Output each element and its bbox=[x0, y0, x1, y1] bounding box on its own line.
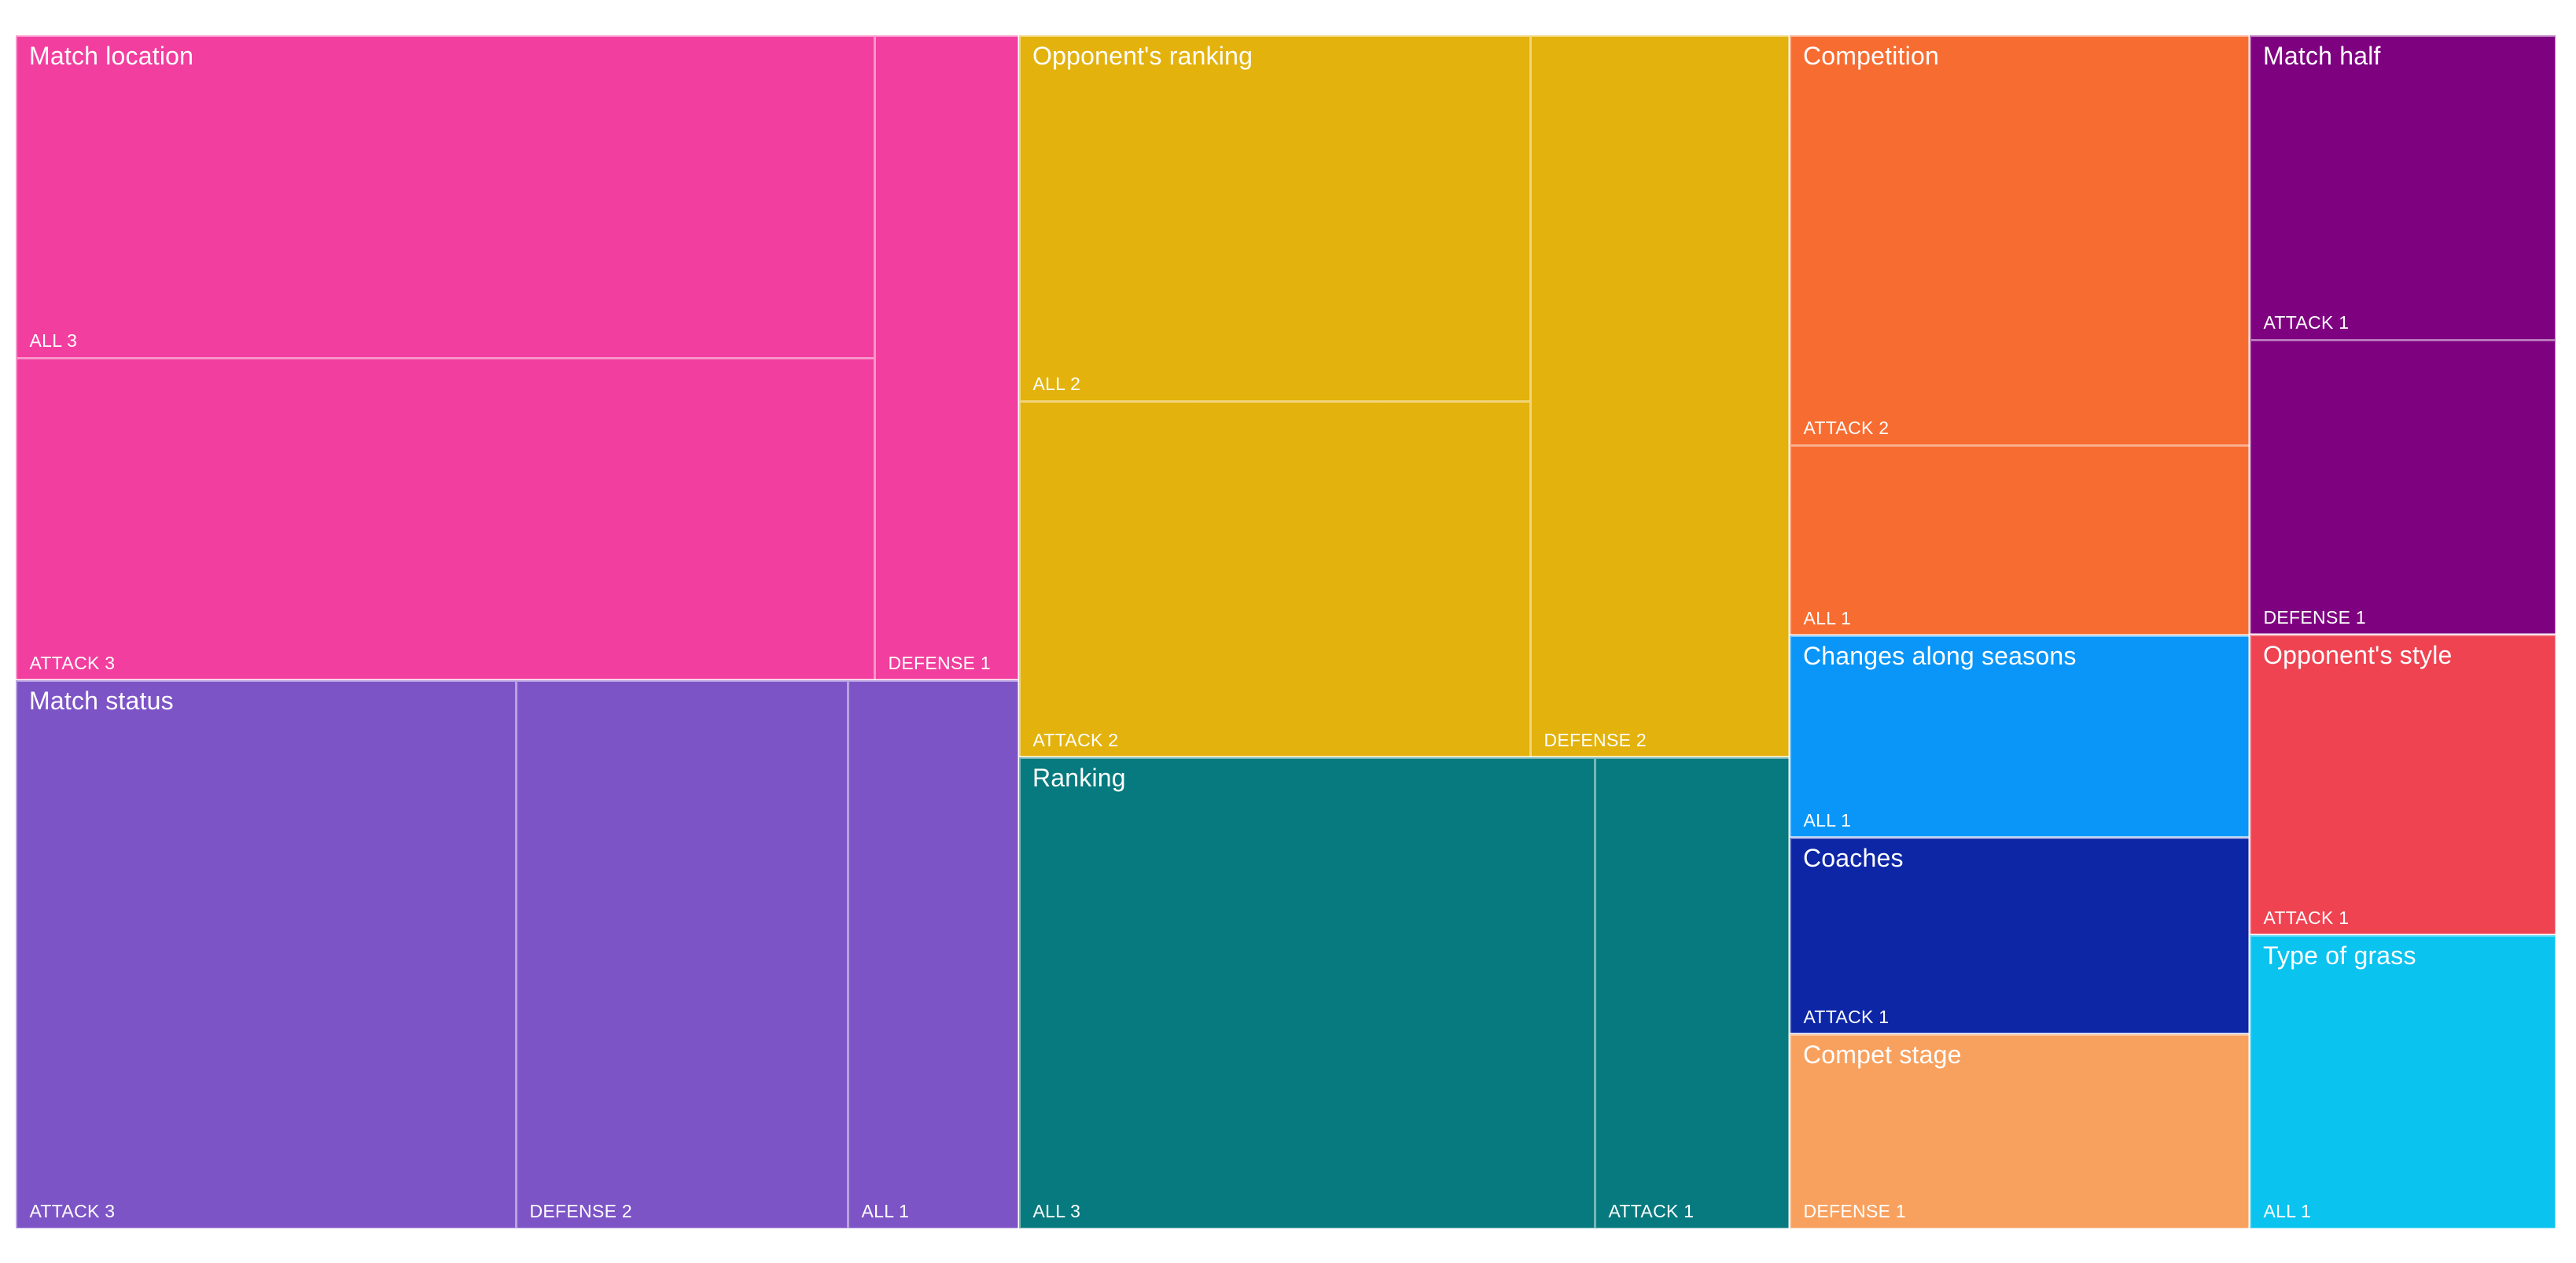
cell-label: ATTACK 1 bbox=[2263, 907, 2350, 928]
treemap-cell-match-location-all-3[interactable]: ALL 3 bbox=[17, 36, 874, 357]
treemap-cell-ranking-all-3[interactable]: ALL 3 bbox=[1020, 758, 1594, 1228]
cell-label: DEFENSE 1 bbox=[1803, 1200, 1907, 1221]
treemap-group-opponent-s-style[interactable]: ATTACK 1 Opponent's style bbox=[2250, 635, 2556, 935]
cell-label: ATTACK 1 bbox=[1608, 1200, 1695, 1221]
treemap-cell-match-location-attack-3[interactable]: ATTACK 3 bbox=[17, 359, 874, 679]
treemap-cell-match-status-attack-3[interactable]: ATTACK 3 bbox=[17, 681, 515, 1228]
treemap-cell-type-of-grass-all-1[interactable]: ALL 1 bbox=[2250, 936, 2555, 1228]
treemap-group-ranking[interactable]: ALL 3 ATTACK 1 Ranking bbox=[1019, 757, 1790, 1228]
treemap-cell-ranking-attack-1[interactable]: ATTACK 1 bbox=[1595, 758, 1789, 1228]
treemap-cell-opponent-s-ranking-defense-2[interactable]: DEFENSE 2 bbox=[1531, 36, 1789, 757]
treemap-cell-match-half-defense-1[interactable]: DEFENSE 1 bbox=[2250, 341, 2555, 634]
cell-label: ALL 2 bbox=[1032, 373, 1081, 394]
cell-label: ALL 3 bbox=[1032, 1200, 1081, 1221]
treemap-group-compet-stage[interactable]: DEFENSE 1 Compet stage bbox=[1790, 1034, 2250, 1228]
treemap-cell-match-status-defense-2[interactable]: DEFENSE 2 bbox=[517, 681, 847, 1228]
cell-label: ATTACK 1 bbox=[2263, 311, 2350, 333]
treemap-cell-match-status-all-1[interactable]: ALL 1 bbox=[848, 681, 1018, 1228]
treemap-group-changes-along-seasons[interactable]: ALL 1 Changes along seasons bbox=[1790, 635, 2250, 838]
cell-label: ATTACK 2 bbox=[1803, 417, 1890, 438]
cell-label: ALL 1 bbox=[2263, 1200, 2312, 1221]
treemap-group-competition[interactable]: ATTACK 2 ALL 1 Competition bbox=[1790, 35, 2250, 635]
treemap-group-type-of-grass[interactable]: ALL 1 Type of grass bbox=[2250, 935, 2556, 1228]
cell-label: ATTACK 2 bbox=[1032, 729, 1119, 750]
cell-label: DEFENSE 1 bbox=[888, 652, 992, 673]
treemap-cell-competition-attack-2[interactable]: ATTACK 2 bbox=[1790, 36, 2249, 444]
cell-label: ATTACK 3 bbox=[29, 652, 116, 673]
cell-label: DEFENSE 2 bbox=[1544, 729, 1647, 750]
treemap-cell-competition-all-1[interactable]: ALL 1 bbox=[1790, 446, 2249, 635]
treemap-group-match-status[interactable]: ATTACK 3 DEFENSE 2 ALL 1 Match status bbox=[16, 680, 1019, 1228]
treemap-cell-match-location-defense-1[interactable]: DEFENSE 1 bbox=[875, 36, 1018, 679]
cell-label: ATTACK 1 bbox=[1803, 1006, 1890, 1027]
cell-label: ALL 1 bbox=[861, 1200, 910, 1221]
cell-label: DEFENSE 1 bbox=[2263, 606, 2367, 628]
treemap-group-match-half[interactable]: ATTACK 1 DEFENSE 1 Match half bbox=[2250, 35, 2556, 635]
cell-label: DEFENSE 2 bbox=[529, 1200, 633, 1221]
treemap-cell-changes-along-seasons-all-1[interactable]: ALL 1 bbox=[1790, 636, 2249, 837]
cell-label: ALL 3 bbox=[29, 330, 78, 351]
cell-label: ATTACK 3 bbox=[29, 1200, 116, 1221]
treemap-cell-compet-stage-defense-1[interactable]: DEFENSE 1 bbox=[1790, 1035, 2249, 1228]
treemap-cell-opponent-s-style-attack-1[interactable]: ATTACK 1 bbox=[2250, 635, 2555, 934]
treemap-group-coaches[interactable]: ATTACK 1 Coaches bbox=[1790, 838, 2250, 1034]
treemap-group-opponent-s-ranking[interactable]: ALL 2 ATTACK 2 DEFENSE 2 Opponent's ranking bbox=[1019, 35, 1790, 757]
treemap-cell-coaches-attack-1[interactable]: ATTACK 1 bbox=[1790, 838, 2249, 1033]
treemap-group-match-location[interactable]: ALL 3 ATTACK 3 DEFENSE 1 Match location bbox=[16, 35, 1019, 680]
cell-label: ALL 1 bbox=[1803, 809, 1852, 830]
treemap-cell-opponent-s-ranking-attack-2[interactable]: ATTACK 2 bbox=[1020, 402, 1529, 757]
treemap-cell-match-half-attack-1[interactable]: ATTACK 1 bbox=[2250, 36, 2555, 339]
cell-label: ALL 1 bbox=[1803, 607, 1852, 628]
treemap-cell-opponent-s-ranking-all-2[interactable]: ALL 2 bbox=[1020, 36, 1529, 400]
